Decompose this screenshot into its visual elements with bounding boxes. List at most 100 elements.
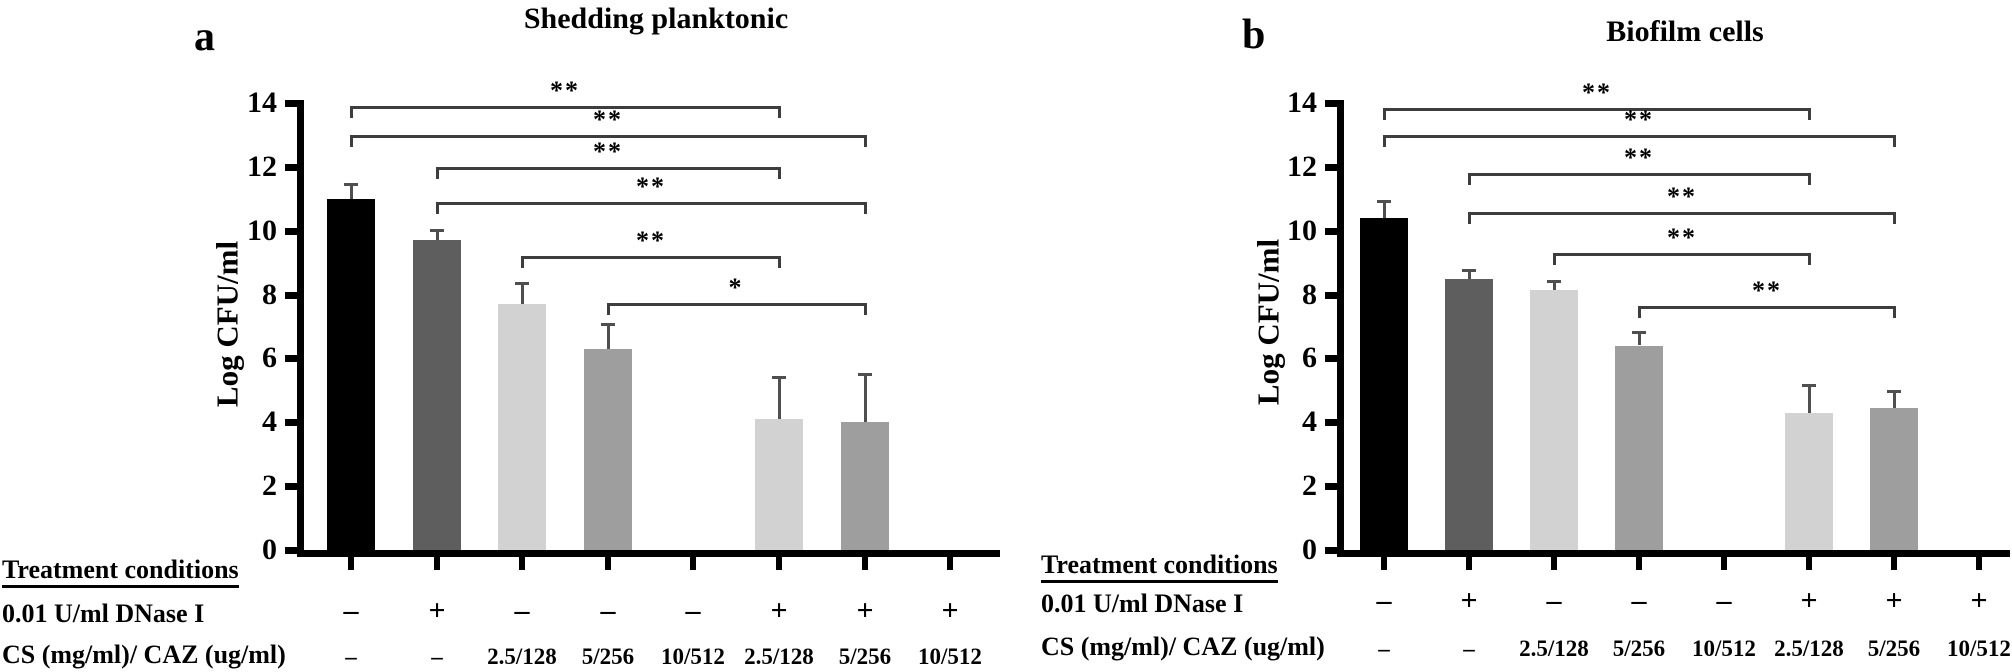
cs-value: – bbox=[1463, 636, 1475, 661]
significance-label: ** bbox=[1667, 223, 1697, 252]
significance-label: ** bbox=[593, 137, 623, 166]
cs-value: 5/256 bbox=[1867, 636, 1921, 661]
y-tick bbox=[1325, 483, 1337, 490]
error-bar-cap bbox=[858, 373, 872, 376]
significance-label: ** bbox=[1624, 143, 1654, 172]
error-bar-cap bbox=[430, 229, 444, 232]
dnase-symbol: – bbox=[1716, 584, 1732, 617]
significance-bracket bbox=[1383, 135, 1896, 147]
y-tick bbox=[285, 547, 297, 554]
error-bar bbox=[1638, 331, 1641, 345]
significance-bracket bbox=[1638, 306, 1896, 318]
x-tick bbox=[1891, 557, 1897, 570]
dnase-symbol: – bbox=[1631, 584, 1647, 617]
error-bar bbox=[864, 373, 867, 422]
significance-bracket bbox=[607, 303, 867, 315]
dnase-symbol: + bbox=[428, 594, 446, 627]
significance-label: ** bbox=[1752, 276, 1782, 305]
x-axis bbox=[297, 550, 1000, 557]
dnase-symbol: + bbox=[1460, 584, 1478, 617]
error-bar-cap bbox=[1887, 390, 1901, 393]
cs-value: 2.5/128 bbox=[1774, 636, 1844, 661]
error-bar-cap bbox=[1462, 269, 1476, 272]
y-tick bbox=[1325, 419, 1337, 426]
y-tick bbox=[1325, 100, 1337, 107]
panel-a-title: Shedding planktonic bbox=[523, 2, 789, 35]
error-bar bbox=[778, 376, 781, 419]
dnase-symbol: – bbox=[514, 594, 530, 627]
bar bbox=[1870, 408, 1918, 550]
significance-bracket bbox=[1383, 108, 1811, 120]
x-tick bbox=[605, 557, 611, 570]
significance-label: ** bbox=[636, 172, 666, 201]
error-bar bbox=[436, 229, 439, 240]
panel-a-treatment-conditions-header: Treatment conditions bbox=[2, 556, 239, 589]
x-tick bbox=[1976, 557, 1982, 570]
error-bar bbox=[1893, 390, 1896, 408]
significance-label: ** bbox=[1624, 105, 1654, 134]
bar bbox=[327, 199, 375, 550]
cs-value: 10/512 bbox=[1692, 636, 1756, 661]
y-tick-label: 4 bbox=[1302, 405, 1317, 438]
bar bbox=[1615, 346, 1663, 550]
panel-b-y-axis-label: Log CFU/ml bbox=[1250, 238, 1286, 406]
cs-value: 5/256 bbox=[1612, 636, 1666, 661]
error-bar-cap bbox=[515, 282, 529, 285]
dnase-symbol: + bbox=[1970, 584, 1988, 617]
cs-value: 10/512 bbox=[1947, 636, 2011, 661]
significance-bracket bbox=[436, 202, 867, 214]
cs-value: 10/512 bbox=[661, 644, 725, 669]
y-axis bbox=[297, 100, 304, 557]
panel-b-cs-caz-row-label: CS (mg/ml)/ CAZ (ug/ml) bbox=[1041, 632, 1325, 661]
significance-bracket bbox=[1553, 253, 1811, 265]
error-bar-cap bbox=[1802, 384, 1816, 387]
panel-a-y-axis-label: Log CFU/ml bbox=[209, 240, 245, 408]
significance-label: ** bbox=[550, 76, 580, 105]
cs-value: – bbox=[345, 644, 357, 669]
significance-bracket bbox=[350, 135, 867, 147]
y-tick-label: 2 bbox=[1302, 469, 1317, 502]
significance-bracket bbox=[521, 256, 781, 268]
x-tick bbox=[862, 557, 868, 570]
dnase-symbol: + bbox=[941, 594, 959, 627]
bar bbox=[1445, 279, 1493, 550]
error-bar bbox=[607, 323, 610, 349]
dnase-symbol: – bbox=[1546, 584, 1562, 617]
y-tick-label: 12 bbox=[247, 150, 277, 183]
panel-b-treatment-conditions-header: Treatment conditions bbox=[1041, 551, 1278, 584]
y-tick-label: 14 bbox=[247, 86, 277, 119]
bar bbox=[755, 419, 803, 550]
significance-label: ** bbox=[1582, 78, 1612, 107]
bar bbox=[841, 422, 889, 550]
cs-value: 2.5/128 bbox=[487, 644, 557, 669]
significance-label: * bbox=[728, 273, 744, 302]
significance-bracket bbox=[350, 106, 781, 118]
dnase-symbol: – bbox=[685, 594, 701, 627]
y-tick bbox=[285, 164, 297, 171]
dnase-symbol: + bbox=[1885, 584, 1903, 617]
x-tick bbox=[519, 557, 525, 570]
x-tick bbox=[776, 557, 782, 570]
x-tick bbox=[1636, 557, 1642, 570]
dnase-symbol: – bbox=[1376, 584, 1392, 617]
y-tick bbox=[285, 355, 297, 362]
y-tick bbox=[285, 292, 297, 299]
panel-b-letter: b bbox=[1242, 12, 1266, 58]
y-tick-label: 12 bbox=[1287, 150, 1317, 183]
y-tick bbox=[1325, 292, 1337, 299]
y-tick bbox=[285, 483, 297, 490]
error-bar bbox=[1468, 269, 1471, 279]
y-tick bbox=[1325, 228, 1337, 235]
significance-bracket bbox=[1468, 212, 1896, 224]
bar bbox=[498, 304, 546, 550]
cs-value: 5/256 bbox=[581, 644, 635, 669]
dnase-symbol: + bbox=[856, 594, 874, 627]
x-tick bbox=[947, 557, 953, 570]
cs-value: 2.5/128 bbox=[744, 644, 814, 669]
y-tick-label: 2 bbox=[262, 469, 277, 502]
cs-value: 2.5/128 bbox=[1519, 636, 1589, 661]
error-bar-cap bbox=[1377, 200, 1391, 203]
